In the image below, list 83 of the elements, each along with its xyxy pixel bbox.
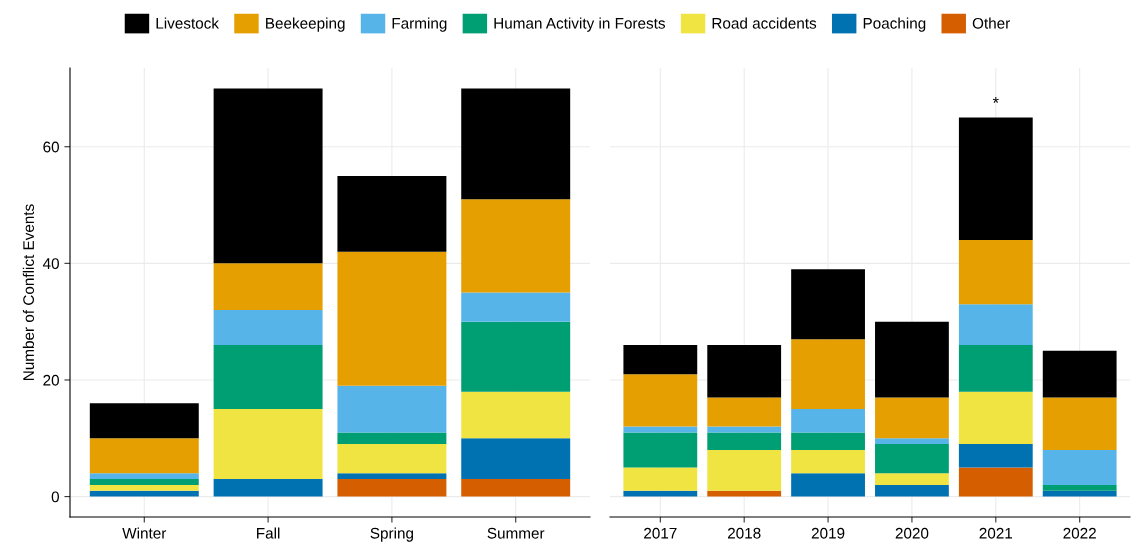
bar [707,344,782,398]
bar [89,473,199,480]
bar [875,444,949,474]
bar [875,321,949,398]
legend-label: Beekeeping [266,17,345,32]
bar [958,344,1033,392]
x-tick-label: Spring [370,527,413,542]
x-tick-label: 2020 [895,527,929,539]
x-tick-label: 2018 [727,527,761,539]
bar [623,374,698,427]
bar [461,321,571,392]
y-tick-label: 60 [43,141,59,153]
y-tick-label: 40 [42,258,59,270]
bar [791,432,865,450]
bar [958,240,1033,305]
bar [1042,397,1117,450]
legend-label: Road accidents [712,17,817,29]
bar [213,344,323,410]
bar [1042,490,1117,497]
bar [89,438,199,474]
bar [623,344,698,375]
bar [875,484,949,497]
bar [89,403,199,439]
bar [213,409,323,480]
x-tick-label: 2021 [979,527,1013,539]
x-tick-label: 2019 [811,527,845,539]
bar [213,88,323,264]
bar [958,444,1033,468]
bar [337,444,447,474]
bar [461,199,571,293]
bar [1042,484,1117,491]
bar [461,438,571,480]
bar [213,263,323,310]
legend-label: Other [972,17,1011,29]
y-axis-title: Number of Conflict Events [22,204,35,380]
y-tick-label: 20 [43,374,59,386]
bar [337,385,447,433]
bar [1042,350,1117,398]
bar [461,391,571,439]
bar [461,292,571,322]
bar [623,432,698,468]
bar [791,269,865,340]
bar [89,484,199,491]
legend-label: Livestock [156,17,219,29]
bar [707,490,782,497]
bar [337,479,447,497]
bar [337,175,447,252]
bar [875,397,949,439]
y-tick-label: 0 [51,491,59,503]
bar [1042,449,1117,485]
annotation: * [992,97,999,103]
bar [461,479,571,497]
bar [791,473,865,497]
legend-label: Human Activity in Forests [494,17,665,32]
bar [875,438,949,445]
bar [791,409,865,433]
bar [958,304,1033,345]
bar [707,432,782,450]
bar [707,397,782,427]
bar [89,479,199,485]
bar [213,479,323,497]
bar [958,391,1033,445]
bar [791,449,865,474]
x-tick-label: 2022 [1063,527,1096,539]
x-tick-label: 2017 [644,527,677,539]
bar [875,473,949,485]
bar [791,339,865,410]
bar [337,432,447,445]
bar [623,467,698,491]
bar [461,88,571,200]
bar [89,490,199,497]
legend-label: Poaching [863,17,926,32]
x-tick-label: Winter [122,527,167,539]
bar [337,473,447,480]
bar [958,117,1033,241]
bar [623,490,698,497]
bar [958,467,1033,497]
bar [337,251,447,386]
x-tick-label: Fall [257,527,280,539]
bar [213,309,323,345]
x-tick-label: Summer [487,527,545,539]
legend-label: Farming [392,17,447,32]
bar [707,449,782,491]
